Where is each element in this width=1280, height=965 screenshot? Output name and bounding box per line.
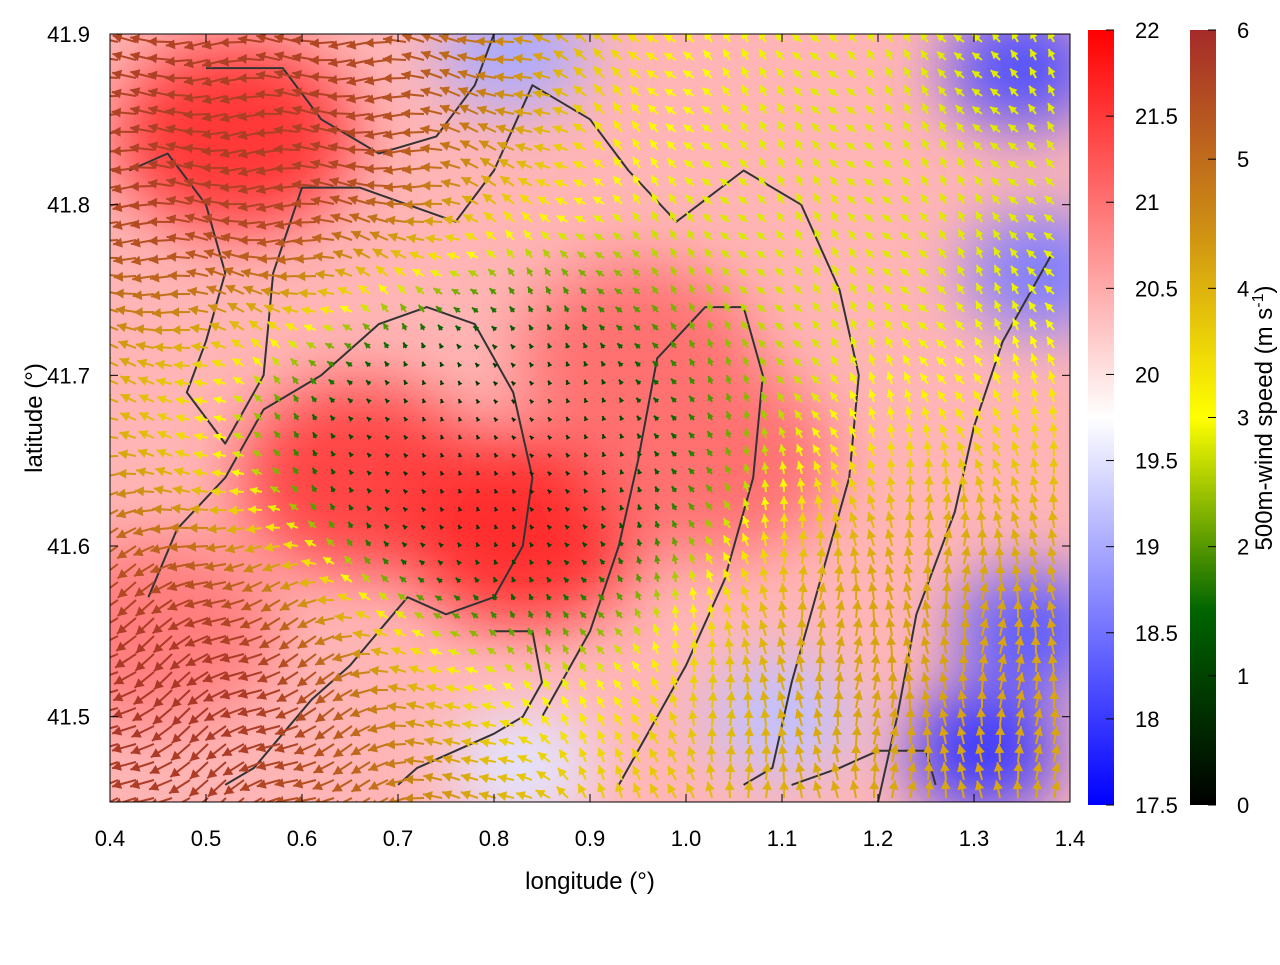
wind-arrow-head	[96, 270, 106, 280]
wind-arrow-head	[100, 432, 110, 442]
wind-arrow-head	[95, 253, 104, 263]
wind-arrow-head	[99, 451, 108, 461]
wind-arrow-head	[94, 53, 104, 63]
wind-arrow-head	[99, 569, 109, 578]
wind-arrow-head	[95, 185, 105, 195]
wind-arrow-head	[94, 72, 103, 82]
plot-area	[38, 0, 1116, 828]
heat-hot-spot	[595, 366, 835, 556]
wind-arrow-head	[100, 531, 110, 540]
wind-arrow-head	[100, 321, 110, 330]
wind-arrow-head	[95, 202, 105, 212]
heat-cool-spot	[947, 8, 1097, 128]
wind-arrow-head	[95, 236, 104, 246]
wind-arrow-head	[99, 511, 109, 520]
wind-arrow-head	[94, 167, 104, 177]
wind-arrow-head	[94, 129, 104, 139]
wind-arrow-shaft	[95, 258, 118, 259]
wind-arrow-head	[100, 550, 110, 559]
wind-arrow-head	[101, 413, 111, 423]
wind-arrow-head	[94, 91, 103, 101]
wind-arrow-head	[99, 587, 109, 596]
wind-arrow-head	[98, 605, 108, 614]
wind-arrow-shaft	[99, 456, 118, 457]
wind-arrow-head	[94, 148, 104, 158]
wind-arrow-head	[94, 34, 104, 44]
wind-arrow-head	[95, 219, 105, 229]
wind-arrow-head	[94, 110, 103, 120]
wind-arrow-head	[101, 339, 111, 348]
wind-arrow-head	[99, 491, 109, 500]
wind-arrow-head	[97, 287, 107, 297]
wind-arrow-head	[99, 471, 109, 481]
wind-arrow-head	[98, 304, 108, 314]
